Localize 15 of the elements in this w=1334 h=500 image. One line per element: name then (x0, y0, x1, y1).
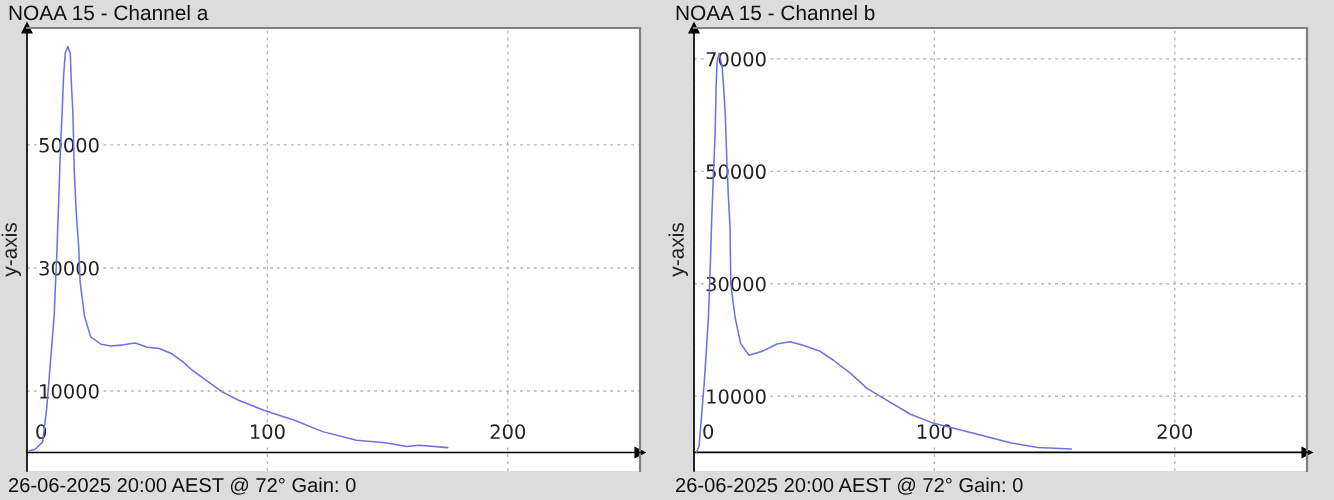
x-tick-label: 200 (490, 424, 526, 440)
text: 26-06-2025 20:00 AEST @ 72° Gain: 0 (676, 477, 1023, 495)
chart-title: NOAA 15 - Channel b (676, 4, 875, 21)
text: 26-06-2025 20:00 AEST @ 72° Gain: 0 (9, 477, 356, 495)
x-tick-label: 200 (1157, 424, 1193, 439)
y-tick-label: 10000 (707, 389, 766, 404)
y-tick-label: 10000 (40, 383, 99, 399)
line-series (695, 52, 1073, 454)
x-tick-label: 0 (703, 424, 714, 439)
chart-title: NOAA 15 - Channel a (9, 4, 209, 21)
y-axis-title: y-axis (1, 223, 21, 277)
line-series (28, 45, 449, 452)
x-tick-label: 100 (250, 424, 285, 440)
y-axis-title: y-axis (668, 223, 688, 277)
x-tick-label: 100 (917, 424, 952, 439)
